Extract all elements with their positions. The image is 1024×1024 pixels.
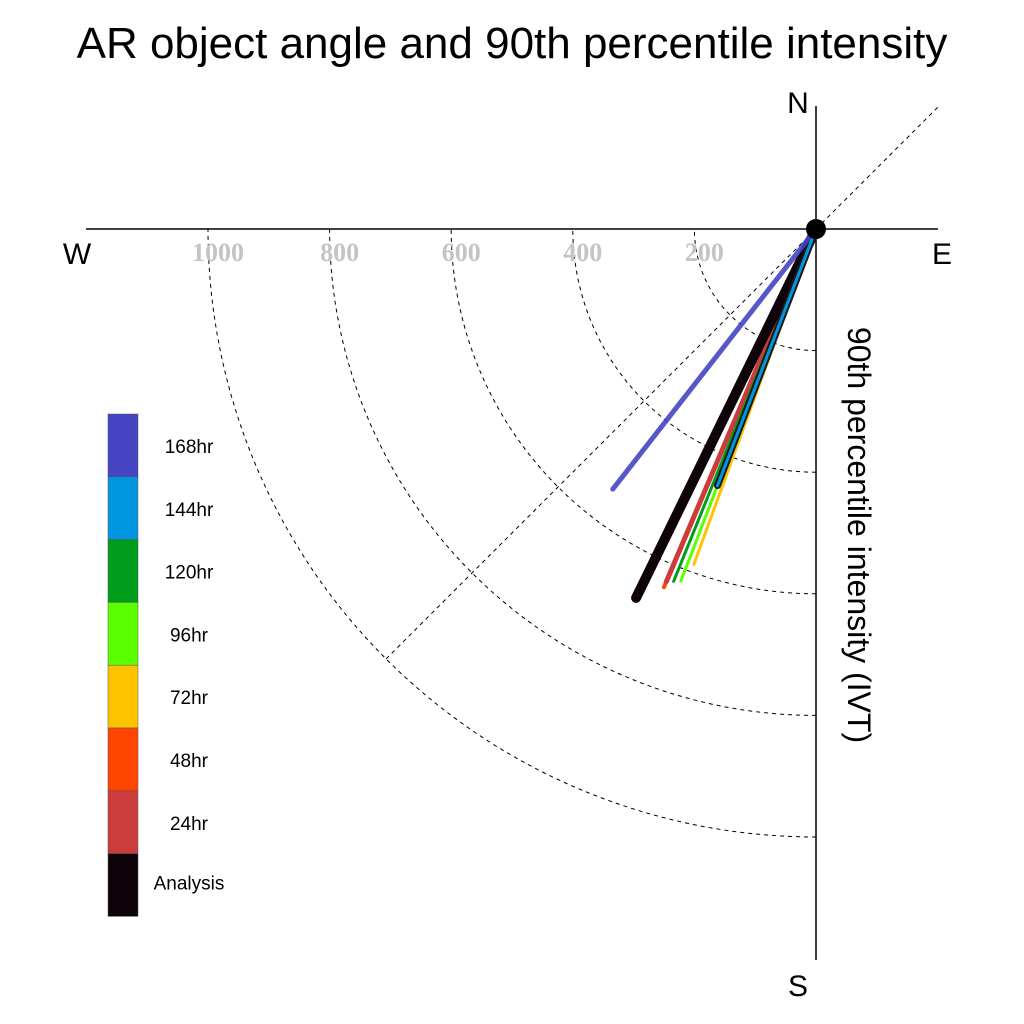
compass-east-label: E [932,238,952,271]
compass-south-label: S [788,970,808,1003]
legend-label-72hr: 72hr [170,688,209,709]
grid-arc-800 [329,228,817,716]
legend-swatch-analysis [107,853,139,917]
legend-swatch-48hr [107,727,139,792]
vector-168hr [610,226,819,492]
compass-north-label: N [787,87,809,120]
legend-swatch-120hr [107,539,139,603]
legend-label-144hr: 144hr [165,500,214,521]
legend-label-24hr: 24hr [170,814,209,835]
radial-tick-label-1000: 1000 [192,238,244,267]
grid-diagonal [385,104,941,660]
polar-grid [207,104,941,838]
legend-label-analysis: Analysis [154,874,225,895]
legend-label-168hr: 168hr [165,437,214,458]
radial-tick-label-400: 400 [563,238,602,267]
radial-tick-label-200: 200 [685,238,724,267]
series-vectors [610,224,821,603]
compass-west-label: W [63,238,92,271]
legend: 168hr 144hr 120hr 96hr 72hr 48hr 24hr Analysis [107,413,225,917]
radial-tick-label-600: 600 [442,238,481,267]
legend-swatch-168hr [107,413,139,478]
grid-arc-200 [693,228,817,352]
legend-swatch-72hr [107,664,139,729]
y-axis-label: 90th percentile intensity (IVT) [841,327,877,743]
legend-label-120hr: 120hr [165,563,214,584]
radial-tick-label-800: 800 [320,238,359,267]
grid-arc-1000 [207,228,817,838]
legend-label-96hr: 96hr [170,625,209,646]
origin-dot [806,219,826,239]
legend-swatch-96hr [107,602,139,666]
radial-tick-labels: 200 400 600 800 1000 [192,238,724,267]
chart-title: AR object angle and 90th percentile inte… [77,19,948,68]
legend-swatch-144hr [107,476,139,540]
legend-swatch-24hr [107,790,139,854]
vector-analysis [631,224,821,603]
vector-144hr [716,227,818,488]
legend-label-48hr: 48hr [170,751,209,772]
